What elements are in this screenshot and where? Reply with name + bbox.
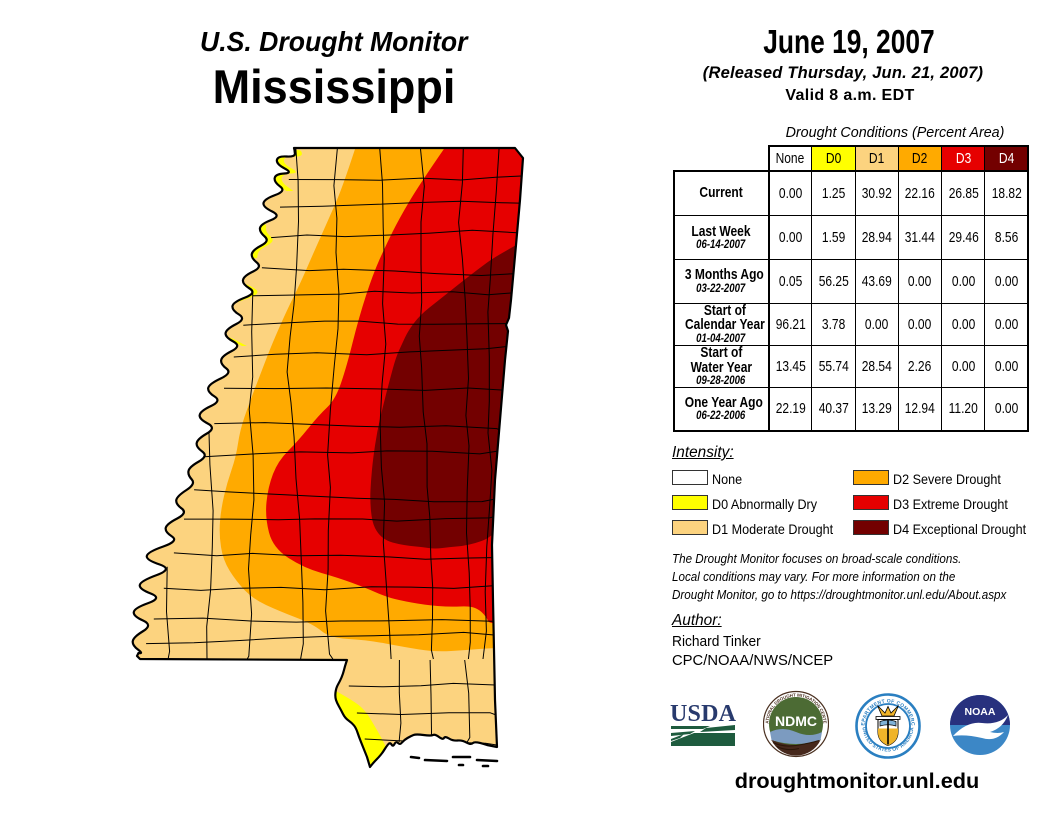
svg-text:NDMC: NDMC	[775, 713, 817, 729]
svg-text:USDA: USDA	[670, 702, 736, 727]
svg-text:NOAA: NOAA	[965, 706, 996, 718]
